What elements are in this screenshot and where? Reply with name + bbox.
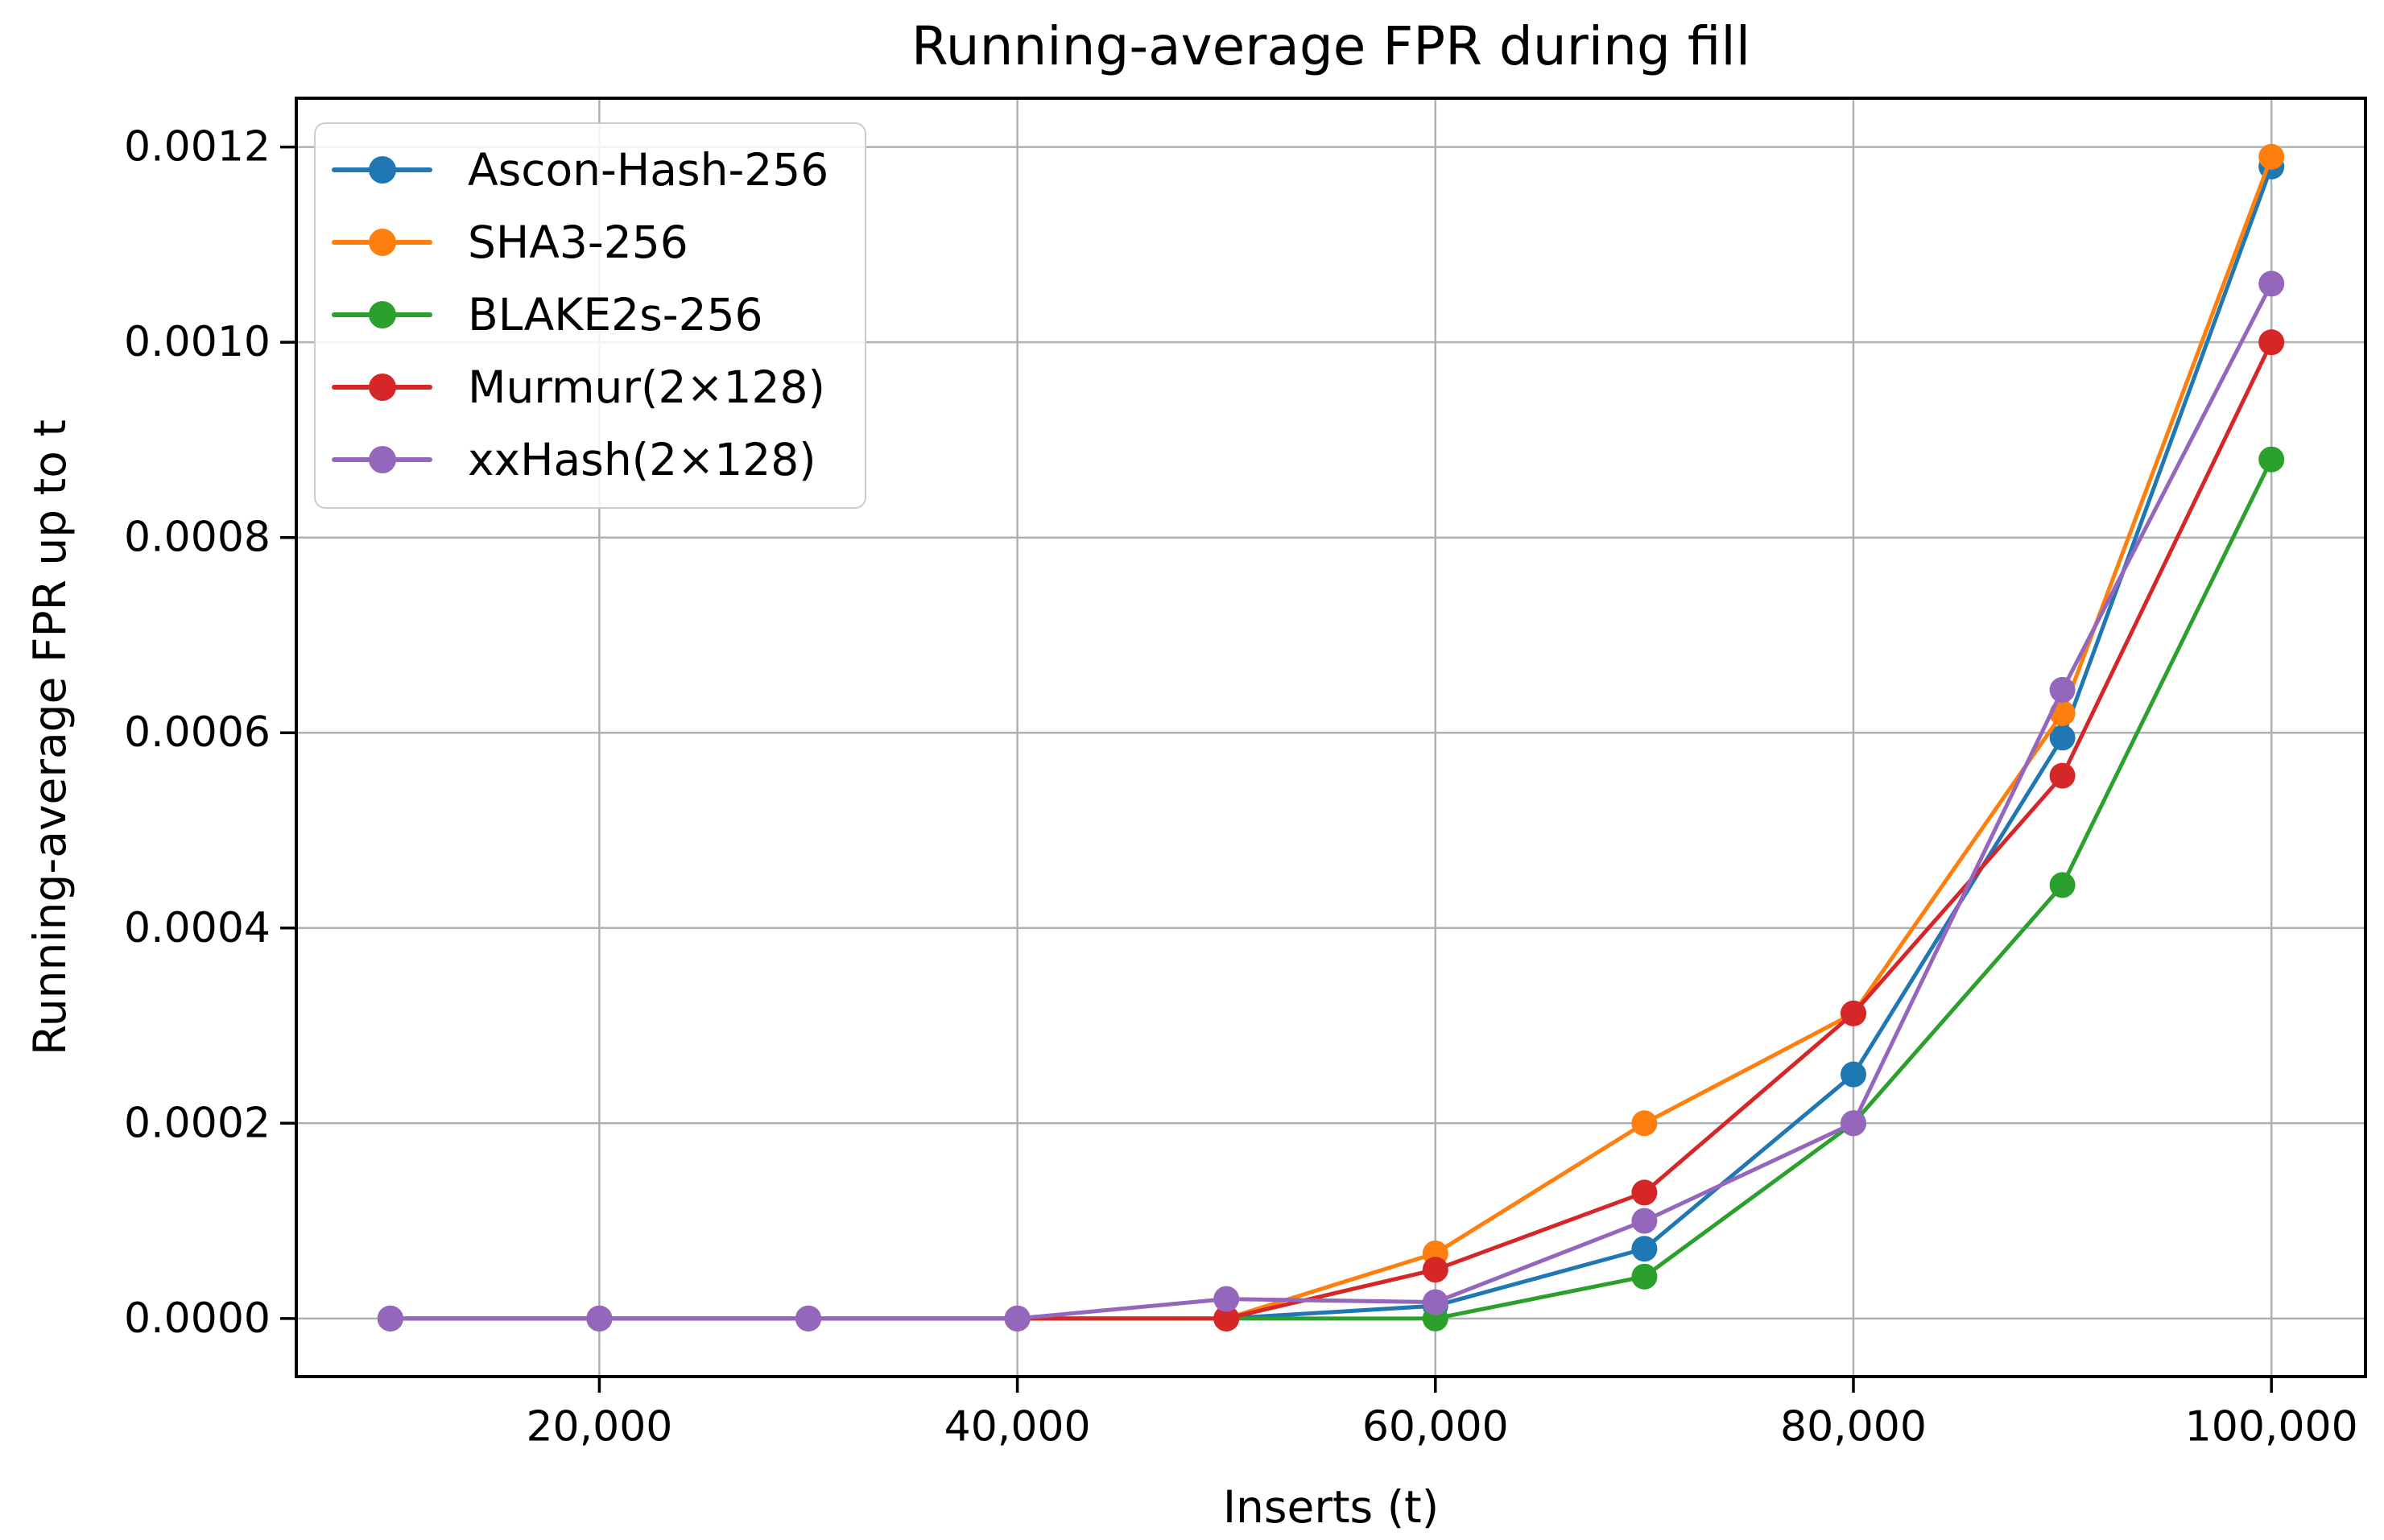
data-point-marker [1422, 1257, 1448, 1283]
data-point-marker [2258, 143, 2285, 170]
data-point-marker [1840, 1110, 1866, 1137]
data-point-marker [2258, 446, 2285, 473]
legend-line-marker-icon [332, 446, 432, 473]
legend-item: Ascon-Hash-256 [316, 134, 865, 206]
legend-item: BLAKE2s-256 [316, 279, 865, 351]
legend-item-label: SHA3-256 [468, 216, 688, 268]
data-point-marker [586, 1305, 613, 1332]
axes-frame [295, 97, 2367, 1378]
x-tick-label: 100,000 [2185, 1403, 2358, 1451]
legend-line-marker-icon [332, 229, 432, 256]
data-point-marker [1840, 1000, 1866, 1026]
legend-item: Murmur(2×128) [316, 351, 865, 423]
x-axis-label: Inserts (t) [1222, 1481, 1440, 1533]
data-point-marker [2258, 329, 2285, 356]
y-tick-label: 0.0006 [124, 708, 271, 757]
legend-item-label: Murmur(2×128) [468, 361, 825, 413]
legend: Ascon-Hash-256 SHA3-256 BLAKE2s-256 Murmur(… [314, 122, 866, 509]
x-tick-label: 60,000 [1362, 1403, 1509, 1451]
legend-line-marker-icon [332, 374, 432, 401]
y-tick-label: 0.0004 [124, 904, 271, 952]
data-point-marker [2049, 872, 2076, 898]
data-point-marker [1213, 1286, 1240, 1312]
data-point-marker [1004, 1305, 1031, 1332]
x-tick-label: 40,000 [944, 1403, 1091, 1451]
data-point-marker [1213, 1305, 1240, 1332]
chart-title: Running-average FPR during fill [911, 15, 1751, 77]
x-tick-label: 20,000 [526, 1403, 672, 1451]
data-point-marker [2258, 270, 2285, 297]
y-tick-label: 0.0000 [124, 1294, 271, 1343]
y-tick-label: 0.0010 [124, 318, 271, 366]
legend-line-marker-icon [332, 301, 432, 328]
x-tick-label: 80,000 [1780, 1403, 1927, 1451]
y-tick-label: 0.0008 [124, 514, 271, 562]
data-point-marker [1631, 1263, 1658, 1290]
y-tick-label: 0.0002 [124, 1099, 271, 1147]
data-point-marker [795, 1305, 822, 1332]
legend-item: SHA3-256 [316, 206, 865, 279]
series-line [388, 457, 2274, 1321]
data-point-marker [1840, 1061, 1866, 1088]
legend-item-label: BLAKE2s-256 [468, 288, 763, 341]
data-point-marker [377, 1305, 403, 1332]
legend-item-label: Ascon-Hash-256 [468, 143, 829, 196]
legend-item: xxHash(2×128) [316, 423, 865, 496]
data-point-marker [1422, 1289, 1448, 1315]
data-point-marker [1631, 1236, 1658, 1262]
legend-item-label: xxHash(2×128) [468, 433, 816, 485]
data-point-marker [2049, 676, 2076, 703]
series-line [388, 281, 2274, 1321]
legend-line-marker-icon [332, 156, 432, 184]
y-axis-label: Running-average FPR up to t [24, 419, 76, 1055]
data-point-marker [1631, 1179, 1658, 1206]
data-point-marker [1631, 1110, 1658, 1137]
y-tick-label: 0.0012 [124, 123, 271, 171]
data-point-marker [2049, 762, 2076, 789]
data-point-marker [2049, 725, 2076, 751]
data-point-marker [1631, 1208, 1658, 1234]
